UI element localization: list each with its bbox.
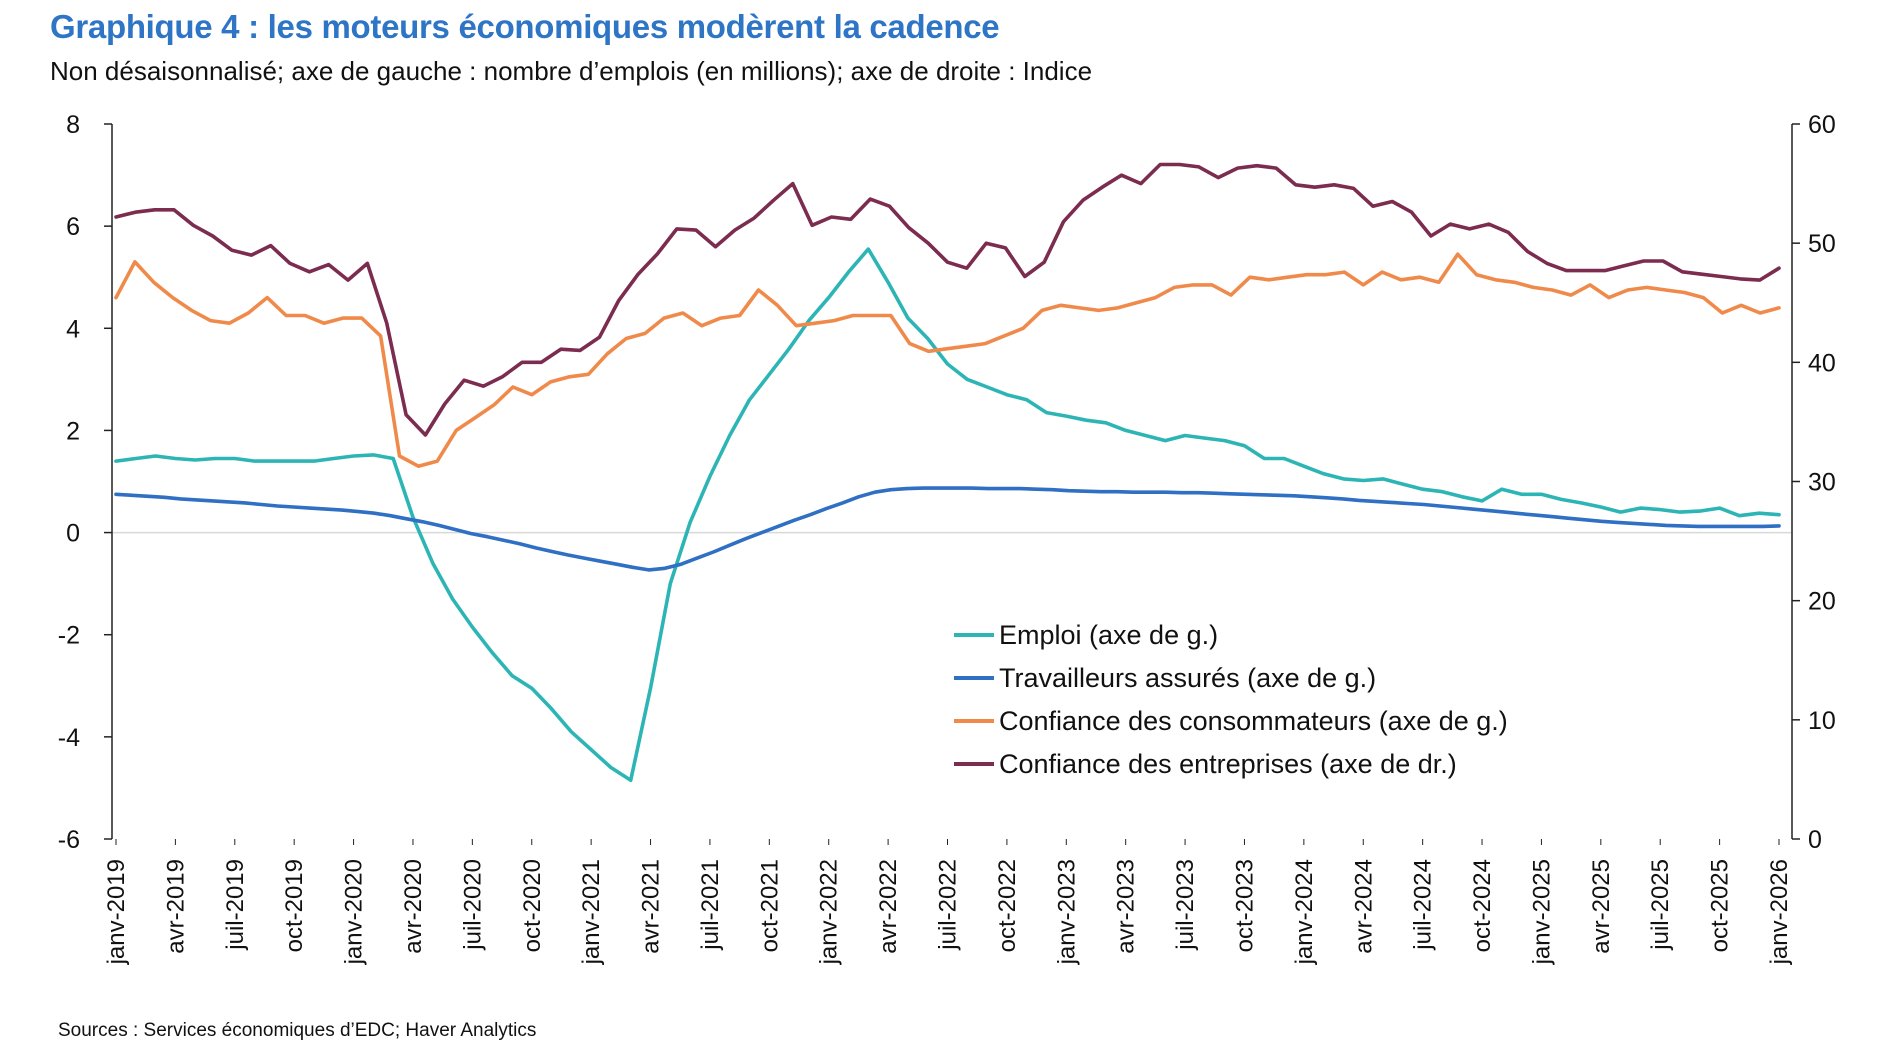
y-left-tick-label: 2 bbox=[66, 417, 80, 445]
y-right-tick-label: 0 bbox=[1808, 826, 1822, 854]
y-left-tick-label: 6 bbox=[66, 213, 80, 241]
x-tick-label: oct-2025 bbox=[1707, 859, 1734, 952]
x-tick-label: oct-2021 bbox=[756, 859, 783, 952]
x-tick-label: oct-2024 bbox=[1469, 859, 1496, 952]
x-tick-label: juil-2022 bbox=[935, 859, 962, 951]
axes: -6 -4 -2 0 2 4 6 8 0 10 20 30 40 50 60 janv-2019 avr-201… bbox=[58, 111, 1836, 965]
chart-title: Graphique 4 : les moteurs économiques mo… bbox=[50, 8, 1000, 45]
y-right-tick-label: 10 bbox=[1808, 707, 1836, 735]
y-left-tick-label: 4 bbox=[66, 315, 80, 343]
legend: Emploi (axe de g.) Travailleurs assurés (… bbox=[954, 620, 1508, 779]
series-line-4 bbox=[114, 162, 1781, 437]
x-tick-label: juil-2024 bbox=[1410, 859, 1437, 951]
x-tick-label: avr-2019 bbox=[162, 859, 189, 954]
x-tick-label: janv-2019 bbox=[103, 859, 130, 965]
series-lines bbox=[114, 162, 1781, 783]
y-left-tick-label: -6 bbox=[58, 826, 80, 854]
x-tick-label: janv-2023 bbox=[1053, 859, 1080, 965]
y-right-tick-label: 50 bbox=[1808, 230, 1836, 258]
x-tick-label: juil-2019 bbox=[222, 859, 249, 951]
x-tick-label: avr-2024 bbox=[1350, 859, 1377, 954]
x-tick-label: juil-2023 bbox=[1172, 859, 1199, 951]
chart-subtitle: Non désaisonnalisé; axe de gauche : nomb… bbox=[50, 56, 1093, 86]
x-tick-label: janv-2022 bbox=[816, 859, 843, 965]
x-tick-label: oct-2020 bbox=[519, 859, 546, 952]
x-tick-label: janv-2026 bbox=[1766, 859, 1793, 965]
x-tick-label: avr-2021 bbox=[638, 859, 665, 954]
y-right-tick-label: 60 bbox=[1808, 111, 1836, 139]
y-left-tick-label: 8 bbox=[66, 111, 80, 139]
y-left-tick-label: 0 bbox=[66, 520, 80, 548]
x-tick-label: juil-2021 bbox=[697, 859, 724, 951]
legend-label-2: Travailleurs assurés (axe de g.) bbox=[999, 663, 1376, 693]
legend-label-4: Confiance des entreprises (axe de dr.) bbox=[999, 749, 1457, 779]
x-tick-label: avr-2020 bbox=[400, 859, 427, 954]
x-tick-label: avr-2025 bbox=[1588, 859, 1615, 954]
y-right-tick-label: 40 bbox=[1808, 349, 1836, 377]
x-tick-label: janv-2025 bbox=[1528, 859, 1555, 965]
x-tick-label: oct-2023 bbox=[1231, 859, 1258, 952]
legend-label-3: Confiance des consommateurs (axe de g.) bbox=[999, 706, 1508, 736]
x-tick-label: oct-2022 bbox=[994, 859, 1021, 952]
series-line-1 bbox=[114, 247, 1781, 783]
series-line-2 bbox=[114, 486, 1781, 572]
y-left-tick-label: -4 bbox=[58, 724, 80, 752]
legend-label-1: Emploi (axe de g.) bbox=[999, 620, 1218, 650]
y-right-tick-label: 30 bbox=[1808, 469, 1836, 497]
x-tick-label: avr-2023 bbox=[1113, 859, 1140, 954]
x-tick-label: janv-2021 bbox=[578, 859, 605, 965]
series-line-3 bbox=[114, 252, 1781, 469]
x-tick-label: avr-2022 bbox=[875, 859, 902, 954]
source-note: Sources : Services économiques d’EDC; Ha… bbox=[58, 1020, 537, 1041]
y-left-tick-label: -2 bbox=[58, 622, 80, 650]
x-tick-label: oct-2019 bbox=[281, 859, 308, 952]
y-right-tick-label: 20 bbox=[1808, 588, 1836, 616]
x-tick-label: juil-2025 bbox=[1647, 859, 1674, 951]
x-tick-label: janv-2020 bbox=[341, 859, 368, 965]
x-tick-label: janv-2024 bbox=[1291, 859, 1318, 965]
x-tick-label: juil-2020 bbox=[459, 859, 486, 951]
